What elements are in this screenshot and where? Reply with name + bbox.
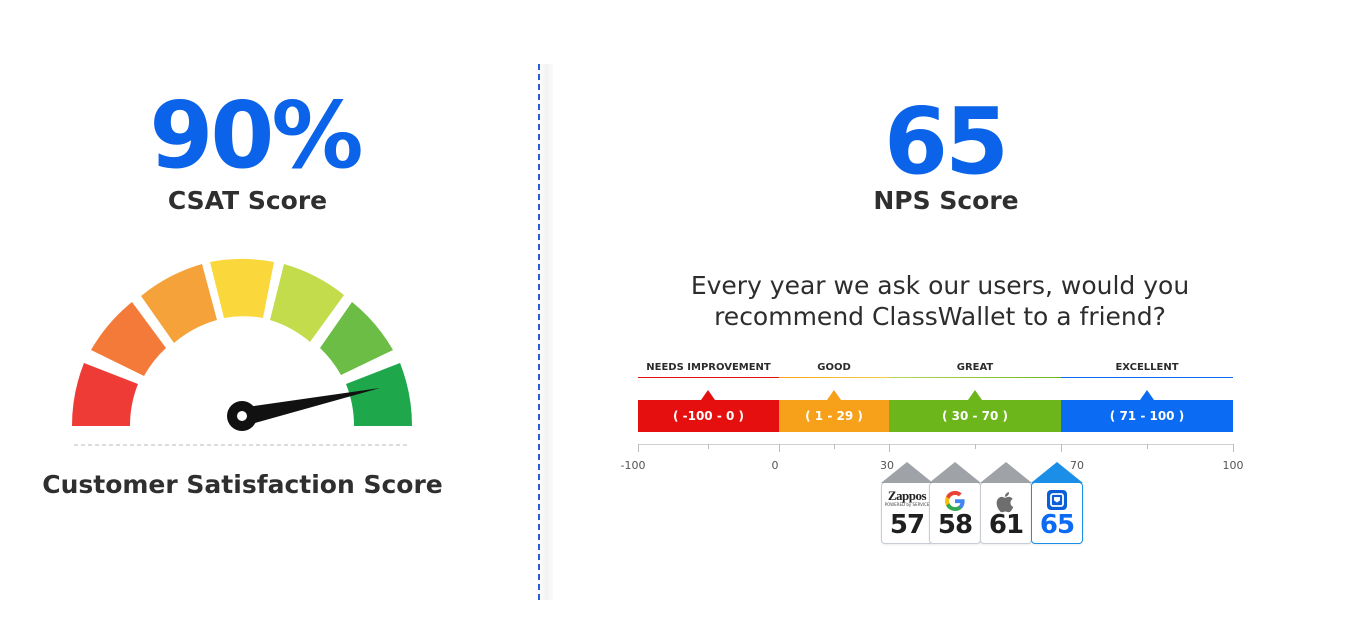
section-divider xyxy=(538,64,540,600)
segment-underline-blue xyxy=(1061,377,1233,378)
gauge-segments xyxy=(71,258,413,426)
segment-bar-needs-improvement: ( -100 - 0 ) xyxy=(638,400,779,432)
segment-range-excellent: ( 71 - 100 ) xyxy=(1109,409,1185,423)
benchmark-score-zappos: 57 xyxy=(889,510,925,540)
segment-bar-great: ( 30 - 70 ) xyxy=(889,400,1061,432)
csat-caption: Customer Satisfaction Score xyxy=(42,470,443,499)
benchmark-score-apple: 61 xyxy=(988,510,1024,540)
axis-tick xyxy=(1061,444,1062,452)
gauge-segment-green xyxy=(320,302,393,375)
nps-question-line2: recommend ClassWallet to a friend? xyxy=(714,302,1166,331)
benchmark-card-zappos: Zappos POWERED by SERVICE 57 xyxy=(881,462,933,544)
segment-range-good: ( 1 - 29 ) xyxy=(805,409,863,423)
benchmark-card-apple: 61 xyxy=(980,462,1032,544)
segment-marker-blue xyxy=(1140,390,1154,400)
axis-minor-tick xyxy=(708,444,709,449)
gauge-needle-hub-center xyxy=(237,411,247,421)
axis-minor-tick xyxy=(1147,444,1148,449)
gauge-segment-lime xyxy=(270,264,344,342)
segment-marker-green xyxy=(968,390,982,400)
segment-title-great: GREAT xyxy=(956,362,994,373)
axis-label-0: 0 xyxy=(771,459,779,472)
gauge-segment-red xyxy=(71,363,138,426)
segment-underline-orange xyxy=(779,377,889,378)
segment-underline-red xyxy=(638,377,779,378)
benchmark-card-classwallet: 65 xyxy=(1031,462,1083,544)
axis-tick xyxy=(1233,444,1234,452)
card-roof xyxy=(881,462,933,483)
segment-underline-green xyxy=(889,377,1061,378)
nps-axis-line xyxy=(638,444,1234,445)
benchmark-score-classwallet: 65 xyxy=(1039,510,1075,540)
zappos-logo: Zappos POWERED by SERVICE xyxy=(882,489,932,507)
zappos-wordmark: Zappos xyxy=(887,488,927,503)
card-roof xyxy=(1031,462,1083,483)
card-roof xyxy=(929,462,981,483)
segment-title-good: GOOD xyxy=(817,362,851,373)
card-roof xyxy=(980,462,1032,483)
classwallet-icon xyxy=(1032,489,1082,515)
axis-label-minus-100: -100 xyxy=(620,459,646,472)
nps-question-line1: Every year we ask our users, would you xyxy=(690,271,1190,300)
nps-value: 65 xyxy=(883,88,1009,195)
segment-range-needs-improvement: ( -100 - 0 ) xyxy=(672,409,745,423)
apple-icon xyxy=(981,489,1031,519)
zappos-tagline: POWERED by SERVICE xyxy=(884,502,930,507)
gauge-needle xyxy=(240,388,380,426)
csat-gauge xyxy=(71,258,413,446)
segment-title-needs-improvement: NEEDS IMPROVEMENT xyxy=(646,362,771,373)
axis-tick xyxy=(779,444,780,452)
nps-label: NPS Score xyxy=(873,186,1019,215)
gauge-segment-dark-green xyxy=(346,363,413,426)
segment-range-great: ( 30 - 70 ) xyxy=(941,409,1009,423)
google-icon xyxy=(930,489,980,517)
gauge-segment-yellow xyxy=(210,258,274,318)
segment-marker-red xyxy=(701,390,715,400)
divider-shadow xyxy=(537,64,553,600)
csat-value: 90% xyxy=(149,82,363,189)
segment-marker-orange xyxy=(827,390,841,400)
benchmark-card-google: 58 xyxy=(929,462,981,544)
segment-title-excellent: EXCELLENT xyxy=(1115,362,1179,373)
axis-minor-tick xyxy=(834,444,835,449)
axis-minor-tick xyxy=(975,444,976,449)
segment-bar-good: ( 1 - 29 ) xyxy=(779,400,889,432)
axis-tick xyxy=(638,444,639,452)
benchmark-score-google: 58 xyxy=(937,510,973,540)
segment-bar-excellent: ( 71 - 100 ) xyxy=(1061,400,1233,432)
gauge-segment-orange xyxy=(141,264,217,343)
csat-label: CSAT Score xyxy=(167,186,328,215)
nps-question: Every year we ask our users, would you r… xyxy=(620,270,1260,332)
axis-label-100: 100 xyxy=(1222,459,1244,472)
axis-tick xyxy=(889,444,890,452)
gauge-segment-orange-red xyxy=(91,302,166,376)
